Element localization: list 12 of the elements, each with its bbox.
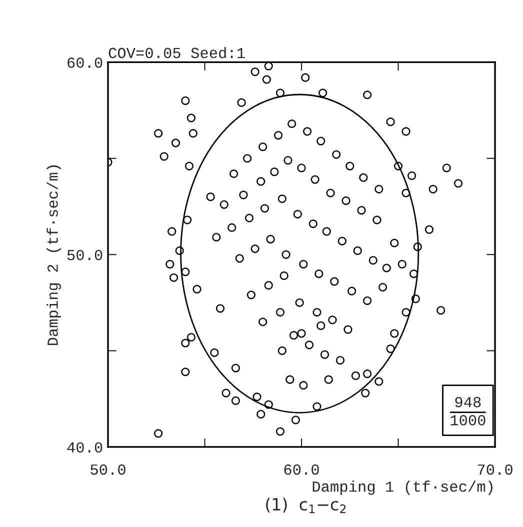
x-axis-title: Damping 1 (tf·sec/m) [312, 480, 492, 495]
x-tick-label: 70.0 [478, 464, 512, 475]
x-tick-label: 60.0 [284, 464, 319, 475]
chart-title: COV=0.05 Seed:1 [108, 46, 245, 58]
y-tick-label: 40.0 [67, 442, 102, 453]
annotation: 1000 [450, 415, 486, 426]
text: (1) c$_{1}$−c$_{2}$ [266, 498, 346, 514]
x-tick-label: 50.0 [90, 464, 126, 475]
y-axis-title: Damping 2 (tf·sec/m) [46, 165, 61, 346]
y-tick-label: 50.0 [67, 250, 102, 260]
annotation: 948 [455, 396, 481, 408]
y-tick-label: 60.0 [68, 58, 102, 68]
